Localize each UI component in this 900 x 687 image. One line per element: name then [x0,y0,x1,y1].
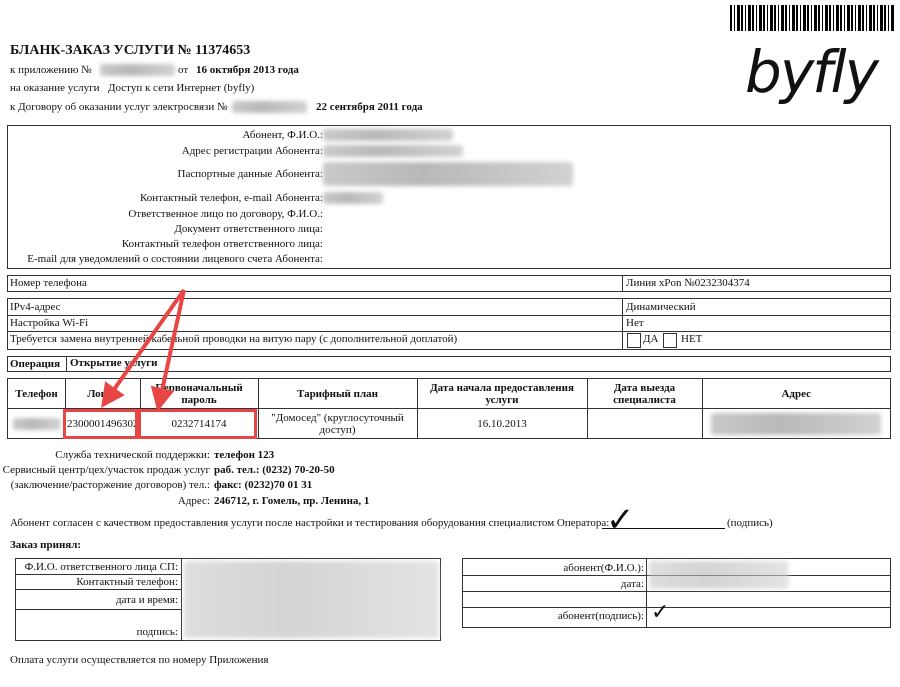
subscriber-signature-mark: ✓ [651,599,670,624]
col-visit-date: Дата выезда специалиста [586,378,703,409]
responsible-phone-label: Контактный телефон ответственного лица: [121,238,323,250]
footer-text: Оплата услуги осуществляется по номеру П… [10,654,269,666]
yes-checkbox[interactable] [627,333,641,348]
contracts-label: (заключение/расторжение договоров) тел.: [10,479,210,491]
subscriber-sign-table: абонент(Ф.И.О.): дата: абонент(подпись):… [462,558,891,628]
redacted-contract [232,101,307,113]
service-table: Телефон Логин Первоначальный пароль Тари… [7,378,891,439]
redacted-appendix [100,64,175,76]
col-start-date: Дата начала предоставления услуги [416,378,588,409]
signature-label: (подпись) [727,517,773,529]
phone-row: Номер телефона Линия xPon №0232304374 [7,275,891,292]
cable-replacement-label: Требуется замена внутренней кабельной пр… [10,333,458,345]
arrow-to-password [150,289,186,412]
arrow-to-login [101,288,186,408]
barcode [730,5,895,31]
responsible-document-label: Документ ответственного лица: [174,223,323,235]
yes-label: ДА [643,333,659,345]
password-cell: 0232714174 [139,408,259,439]
redacted-phone [323,192,383,204]
options-block: IPv4-адрес Динамический Настройка Wi-Fi … [7,298,891,350]
operator-sign-table: Ф.И.О. ответственного лица СП: Контактны… [15,558,441,641]
service-center-label: Сервисный центр/цех/участок продаж услуг [2,464,210,476]
fax-value: факс: (0232)70 01 31 [214,479,313,491]
start-date-cell: 16.10.2013 [416,408,588,439]
redacted-subscriber [649,561,789,589]
registration-address-label: Адрес регистрации Абонента: [181,145,323,157]
page-title: БЛАНК-ЗАКАЗ УСЛУГИ № 11374653 [10,43,251,58]
service-center-phone: раб. тел.: (0232) 70-20-50 [214,464,335,476]
visit-date-cell [586,408,703,439]
operator-signature-label: подпись: [136,626,178,638]
address-label: Адрес: [177,495,210,507]
operator-datetime-label: дата и время: [115,594,178,606]
col-phone: Телефон [7,378,66,409]
redacted-operator [184,561,439,638]
service-name: Доступ к сети Интернет (byfly) [108,82,255,94]
wifi-label: Настройка Wi-Fi [10,317,89,329]
redacted-address [323,145,463,157]
agreement-text: Абонент согласен с качеством предоставле… [10,517,610,529]
checkmark-signature: ✓ [606,502,635,539]
no-label: НЕТ [681,333,703,345]
password-highlight [138,409,257,439]
address-value: 246712, г. Гомель, пр. Ленина, 1 [214,495,370,507]
operator-name-label: Ф.И.О. ответственного лица СП: [24,561,178,573]
contract-date: 22 сентября 2011 года [316,101,423,113]
redacted-name [323,129,453,141]
operation-label: Операция [10,358,61,370]
accepted-title: Заказ принял: [10,539,82,551]
login-cell: 2300001496302 [65,408,141,439]
subscriber-date-label: дата: [620,578,644,590]
no-checkbox[interactable] [663,333,677,348]
support-label: Служба технической поддержки: [55,449,210,461]
phone-label: Номер телефона [10,277,87,289]
contract-label: к Договору об оказании услуг электросвяз… [10,101,228,113]
phone-cell [7,408,66,439]
ipv4-label: IPv4-адрес [10,301,61,313]
redacted-passport [323,162,573,186]
signature-line [602,528,725,529]
appendix-label: к приложению № [10,64,92,76]
byfly-logo: byfly [745,38,879,106]
service-label: на оказание услуги [10,82,100,94]
from-label: от [178,64,189,76]
appendix-date: 16 октября 2013 года [196,64,299,76]
table-row: 2300001496302 0232714174 "Домосед" (круг… [7,408,891,439]
ipv4-value: Динамический [626,301,696,313]
responsible-person-label: Ответственное лицо по договору, Ф.И.О.: [128,208,323,220]
subscriber-name-sign-label: абонент(Ф.И.О.): [563,562,644,574]
subscriber-block: Абонент, Ф.И.О.: Адрес регистрации Абоне… [7,125,891,269]
support-value: телефон 123 [214,449,275,461]
wifi-value: Нет [626,317,644,329]
address-cell [701,408,891,439]
phone-value: Линия xPon №0232304374 [622,275,753,292]
subscriber-name-label: Абонент, Ф.И.О.: [242,129,323,141]
plan-cell: "Домосед" (круглосуточный доступ) [257,408,418,439]
operator-phone-label: Контактный телефон: [76,576,178,588]
notification-email-label: E-mail для уведомлений о состоянии лицев… [27,253,323,265]
passport-label: Паспортные данные Абонента: [177,168,323,180]
login-highlight [63,409,138,439]
col-plan: Тарифный план [257,378,418,409]
contact-phone-label: Контактный телефон, e-mail Абонента: [140,192,323,204]
subscriber-signature-label: абонент(подпись): [557,610,644,622]
